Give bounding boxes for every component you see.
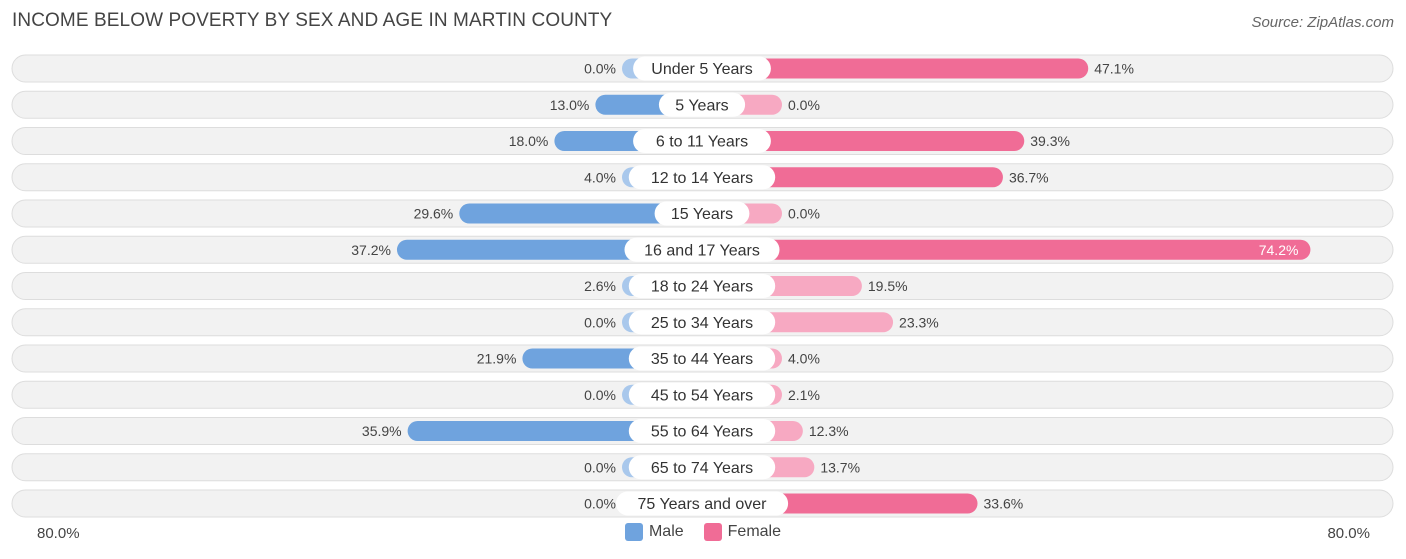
female-value-label: 33.6% bbox=[984, 496, 1024, 512]
category-label-pill bbox=[628, 310, 776, 335]
category-label: 45 to 54 Years bbox=[651, 387, 753, 404]
category-label: 16 and 17 Years bbox=[644, 242, 760, 259]
female-value-label: 47.1% bbox=[1094, 61, 1134, 77]
male-value-label: 37.2% bbox=[351, 242, 391, 258]
male-value-label: 0.0% bbox=[584, 459, 616, 475]
category-label: 18 to 24 Years bbox=[651, 279, 753, 296]
category-label-pill bbox=[658, 92, 746, 117]
category-label: 35 to 44 Years bbox=[651, 351, 753, 368]
legend-label-female: Female bbox=[727, 523, 782, 540]
category-label-pill bbox=[628, 419, 776, 443]
category-label-pill bbox=[615, 491, 789, 516]
legend-item-male: Male bbox=[624, 523, 684, 541]
female-value-label: 4.0% bbox=[788, 351, 820, 367]
axis-right-label: 80.0% bbox=[1327, 525, 1370, 542]
female-value-label: 0.0% bbox=[788, 206, 820, 222]
category-label: 6 to 11 Years bbox=[656, 134, 748, 151]
male-value-label: 0.0% bbox=[584, 61, 616, 77]
female-bar bbox=[702, 239, 1311, 260]
category-label: 15 Years bbox=[671, 206, 733, 223]
poverty-chart: Under 5 Years 0.0% 47.1% 5 Years 13.0% 0.0% 6 … bbox=[11, 54, 1394, 518]
category-label-pill bbox=[633, 56, 771, 81]
male-bar bbox=[407, 421, 702, 441]
legend-label-male: Male bbox=[648, 523, 684, 540]
female-value-label: 36.7% bbox=[1009, 169, 1049, 185]
category-label-pill bbox=[628, 382, 776, 407]
category-label: 25 to 34 Years bbox=[651, 315, 753, 332]
male-value-label: 13.0% bbox=[550, 97, 590, 113]
chart-title: INCOME BELOW POVERTY BY SEX AND AGE IN M… bbox=[12, 10, 613, 31]
female-bar bbox=[702, 167, 1003, 188]
female-value-label: 12.3% bbox=[809, 423, 849, 439]
female-value-label: 23.3% bbox=[899, 314, 939, 330]
male-value-label: 4.0% bbox=[584, 169, 616, 185]
category-label: 75 Years and over bbox=[638, 496, 768, 513]
male-value-label: 0.0% bbox=[584, 314, 616, 330]
category-label: 5 Years bbox=[675, 97, 728, 114]
category-label-pill bbox=[633, 129, 771, 153]
legend-swatch-female bbox=[703, 523, 722, 541]
female-value-label: 0.0% bbox=[788, 97, 820, 113]
male-value-label: 0.0% bbox=[584, 496, 616, 512]
category-label: 12 to 14 Years bbox=[651, 170, 753, 187]
category-label-pill bbox=[628, 165, 776, 190]
female-value-label: 13.7% bbox=[820, 459, 860, 475]
chart-source: Source: ZipAtlas.com bbox=[1251, 14, 1394, 31]
male-value-label: 0.0% bbox=[584, 387, 616, 403]
female-value-label: 19.5% bbox=[868, 278, 908, 294]
female-value-label: 74.2% bbox=[1259, 242, 1299, 258]
category-label: Under 5 Years bbox=[651, 61, 752, 78]
male-value-label: 2.6% bbox=[584, 278, 616, 294]
female-value-label: 39.3% bbox=[1030, 133, 1070, 149]
female-value-label: 2.1% bbox=[788, 387, 820, 403]
male-value-label: 18.0% bbox=[509, 133, 549, 149]
category-label-pill bbox=[628, 346, 776, 371]
male-value-label: 35.9% bbox=[362, 423, 402, 439]
category-label-pill bbox=[624, 237, 780, 262]
axis-left-label: 80.0% bbox=[37, 525, 80, 542]
female-bar bbox=[702, 131, 1025, 151]
category-label: 55 to 64 Years bbox=[651, 424, 753, 441]
female-bar bbox=[702, 58, 1089, 79]
category-label: 65 to 74 Years bbox=[651, 460, 753, 477]
male-bar bbox=[459, 203, 702, 224]
legend-item-female: Female bbox=[703, 523, 782, 541]
category-label-pill bbox=[628, 455, 776, 480]
male-value-label: 29.6% bbox=[414, 206, 454, 222]
category-label-pill bbox=[628, 274, 776, 298]
category-label-pill bbox=[654, 201, 750, 226]
legend-swatch-male bbox=[624, 523, 643, 541]
male-value-label: 21.9% bbox=[477, 351, 517, 367]
legend: Male Female bbox=[0, 523, 1406, 541]
